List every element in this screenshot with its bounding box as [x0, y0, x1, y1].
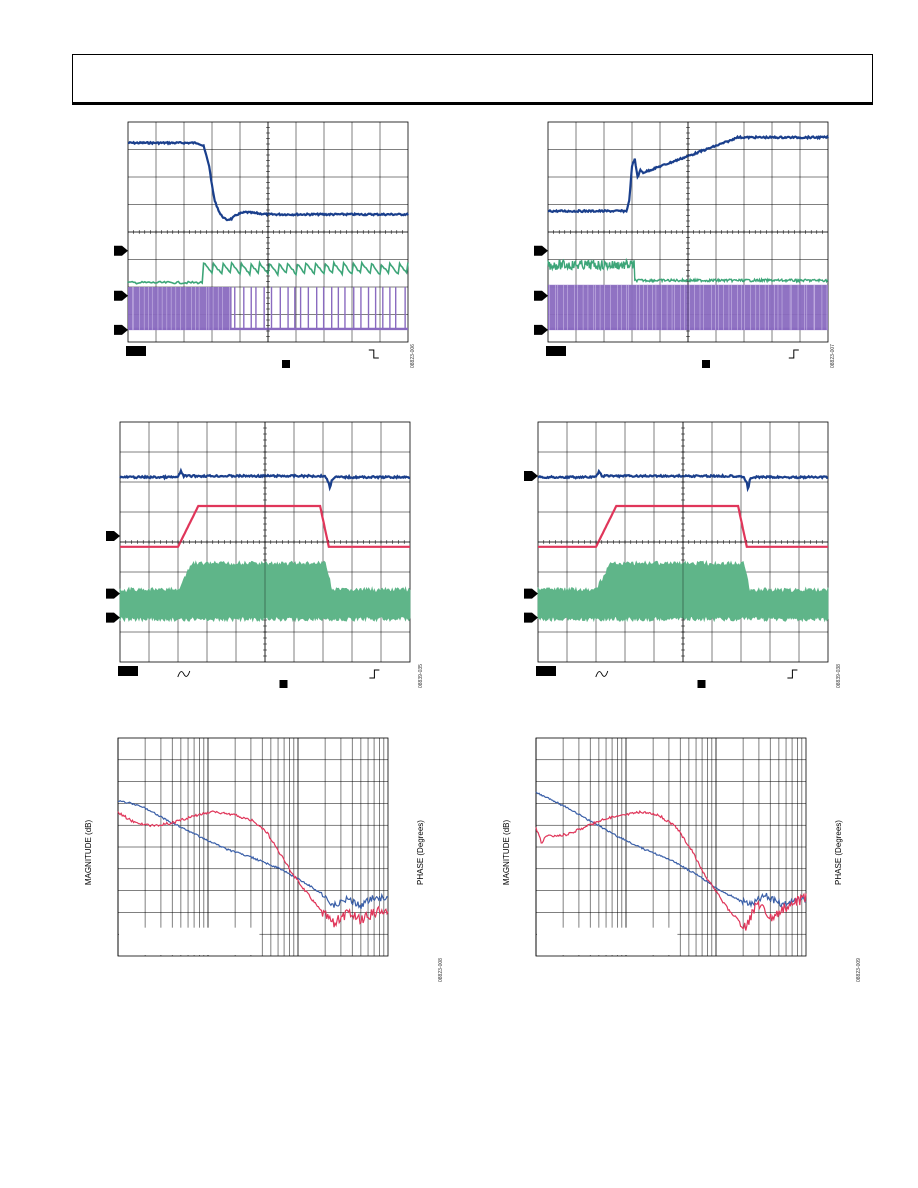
scope-chart-top-right — [534, 121, 829, 368]
channel-marker-arrow — [106, 588, 120, 599]
scope-chart-middle-right — [524, 421, 829, 688]
page-header-rule — [72, 102, 873, 105]
phase-trace — [535, 809, 807, 931]
cursor-square — [697, 680, 706, 688]
magnitude-axis-label: MAGNITUDE (dB) — [502, 819, 512, 886]
figure-id: 08823-009 — [856, 958, 862, 982]
trace-sawtooth — [127, 259, 409, 285]
trigger-rising-icon — [369, 669, 380, 679]
figure-id: 08839-038 — [836, 664, 842, 688]
scope-figure-middle-left: 08839-035 — [100, 421, 424, 692]
scope-figure-middle-right: 08839-038 — [518, 421, 842, 692]
channel-marker-arrow — [114, 290, 128, 301]
figure-id: 08823-007 — [830, 344, 836, 368]
trigger-falling-icon — [368, 349, 379, 359]
channel-marker-arrow — [524, 588, 538, 599]
ac-coupling-icon — [595, 670, 609, 678]
channel-marker-arrow — [106, 612, 120, 623]
legend-blank — [537, 927, 678, 955]
channel-marker-arrow — [534, 324, 548, 335]
figure-id: 08823-008 — [438, 958, 444, 982]
magnitude-trace — [535, 791, 807, 909]
figure-id: 08823-006 — [410, 344, 416, 368]
cursor-square — [702, 360, 710, 368]
trigger-rising-icon — [787, 669, 798, 679]
magnitude-trace — [117, 799, 389, 910]
channel-marker-arrow — [524, 471, 538, 481]
page-header-box — [72, 54, 873, 105]
bode-figure-right: MAGNITUDE (dB) PHASE (Degrees) 08823-009 — [502, 737, 866, 988]
scope-figure-top-right: 08823-007 — [528, 121, 838, 372]
status-block — [546, 346, 566, 356]
cursor-square — [282, 360, 290, 368]
channel-marker-arrow — [524, 612, 538, 623]
cursor-square — [279, 680, 288, 688]
scope-chart-middle-left — [106, 421, 411, 688]
channel-marker-arrow — [534, 245, 548, 256]
scope-chart-top-left — [114, 121, 409, 368]
status-block — [536, 666, 556, 676]
trace-pulse-band — [128, 287, 232, 330]
channel-marker-arrow — [106, 531, 120, 541]
magnitude-axis-label: MAGNITUDE (dB) — [84, 819, 94, 886]
bode-chart-right — [535, 737, 807, 957]
status-block — [118, 666, 138, 676]
trigger-rising-icon — [788, 349, 799, 359]
bode-figure-left: MAGNITUDE (dB) PHASE (Degrees) 08823-008 — [84, 737, 448, 988]
status-block — [126, 346, 146, 356]
ac-coupling-icon — [177, 670, 191, 678]
bode-chart-left — [117, 737, 389, 957]
phase-trace — [117, 810, 389, 928]
phase-axis-label: PHASE (Degrees) — [415, 820, 425, 885]
phase-axis-label: PHASE (Degrees) — [833, 820, 843, 885]
legend-blank — [119, 927, 260, 955]
channel-marker-arrow — [534, 290, 548, 301]
scope-figure-top-left: 08823-006 — [108, 121, 418, 372]
channel-marker-arrow — [114, 324, 128, 335]
channel-marker-arrow — [114, 245, 128, 256]
figure-id: 08839-035 — [418, 664, 424, 688]
